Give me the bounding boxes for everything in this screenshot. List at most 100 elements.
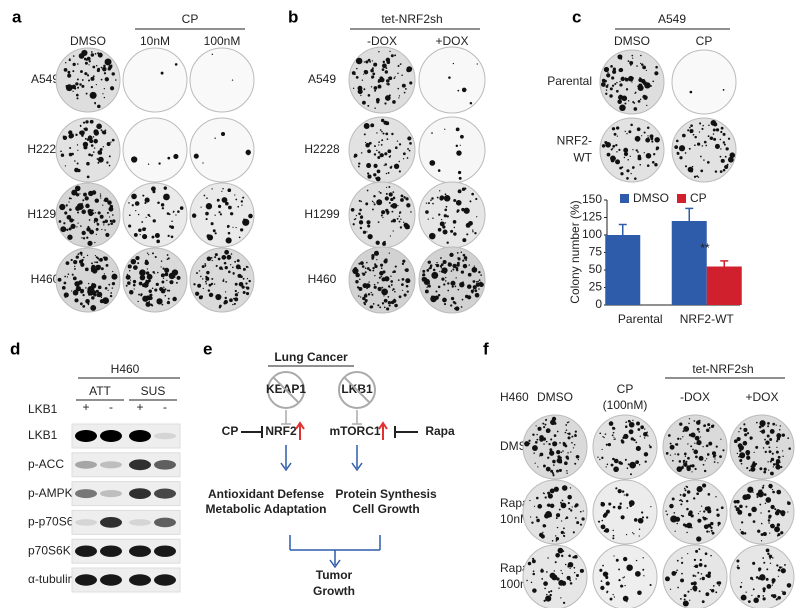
colony [577, 459, 579, 461]
colony [86, 227, 91, 232]
label: Lung Cancer [274, 350, 348, 364]
colony [355, 57, 363, 65]
colony [389, 50, 391, 53]
colony [400, 194, 404, 198]
colony [706, 161, 710, 164]
colony [394, 290, 396, 293]
colony [600, 580, 603, 582]
colony [167, 257, 170, 260]
colony [452, 62, 455, 65]
colony [73, 259, 78, 265]
label: Protein Synthesis [335, 487, 437, 501]
colony [699, 436, 702, 438]
colony [707, 509, 712, 514]
colony [746, 497, 748, 500]
colony [86, 161, 90, 166]
colony [743, 532, 747, 535]
colony [353, 155, 356, 158]
colony [370, 86, 373, 88]
colony [725, 147, 729, 151]
colony [100, 267, 104, 271]
colony [227, 188, 232, 193]
colony [393, 163, 400, 169]
colony [88, 219, 91, 221]
colony [89, 119, 94, 124]
colony [610, 148, 613, 151]
colony [687, 553, 689, 555]
colony [543, 599, 546, 602]
colony [169, 225, 172, 228]
colony [204, 263, 207, 265]
colony [738, 431, 740, 433]
colony [100, 153, 103, 155]
colony [753, 451, 755, 453]
colony [365, 60, 369, 64]
colony [233, 297, 235, 300]
band [154, 432, 176, 440]
colony [366, 189, 369, 192]
arrow-head [351, 462, 363, 472]
colony [129, 290, 134, 295]
colony [91, 209, 94, 212]
colony [777, 595, 782, 600]
colony [86, 175, 90, 179]
colony [133, 288, 135, 290]
colony [382, 60, 386, 64]
y-tick-label: 50 [589, 262, 603, 276]
colony [454, 306, 460, 311]
colony [401, 262, 405, 266]
colony [759, 420, 766, 427]
colony [126, 273, 129, 276]
colony [739, 449, 742, 453]
colony [770, 487, 772, 489]
colony [468, 264, 470, 266]
colony [692, 434, 696, 438]
colony [636, 65, 638, 67]
colony [68, 130, 73, 135]
colony [360, 296, 362, 298]
colony [688, 422, 690, 425]
colony [89, 229, 95, 235]
colony [145, 301, 151, 307]
colony [401, 74, 403, 77]
colony [616, 135, 619, 137]
colony [643, 437, 646, 439]
colony [739, 585, 743, 589]
panel-label: b [288, 7, 298, 26]
colony [371, 293, 374, 296]
colony [760, 522, 763, 525]
colony [68, 201, 70, 203]
colony [674, 453, 676, 455]
colony [130, 258, 137, 265]
colony [738, 445, 745, 451]
colony [204, 264, 207, 267]
colony [248, 213, 253, 219]
colony [769, 532, 771, 534]
colony [245, 149, 251, 156]
colony [74, 160, 76, 162]
colony [571, 506, 573, 508]
colony [402, 158, 405, 160]
colony [478, 279, 481, 281]
colony [426, 286, 428, 288]
colony [549, 488, 555, 494]
colony [69, 215, 71, 217]
colony [444, 222, 447, 224]
colony [606, 463, 609, 466]
colony [77, 63, 79, 65]
colony [431, 197, 434, 200]
colony [93, 138, 98, 144]
colony [698, 430, 701, 433]
plate [662, 414, 728, 480]
colony [390, 54, 394, 58]
colony [684, 152, 687, 154]
colony [224, 265, 228, 270]
colony [605, 575, 609, 580]
y-tick-label: 75 [589, 245, 603, 259]
colony [377, 221, 380, 223]
colony [636, 421, 640, 426]
error-bar [618, 223, 627, 235]
colony [780, 568, 786, 574]
colony [383, 259, 388, 264]
colony [642, 65, 647, 70]
